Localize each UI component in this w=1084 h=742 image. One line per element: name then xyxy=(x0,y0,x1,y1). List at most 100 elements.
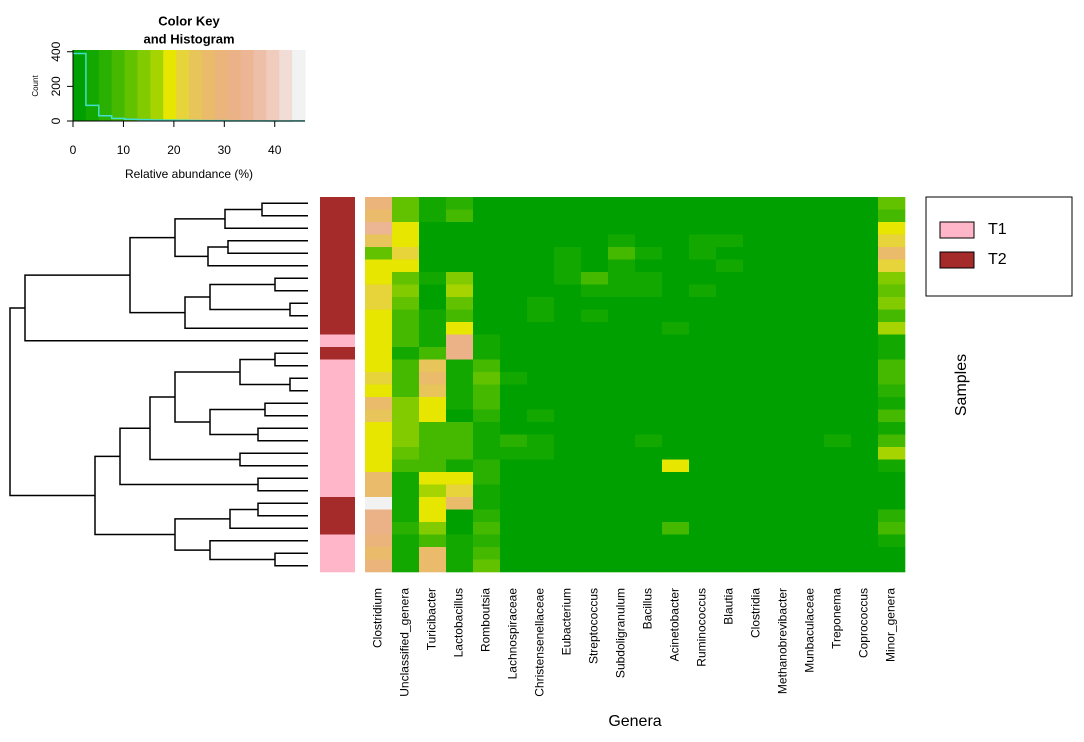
heatmap-cell xyxy=(635,522,663,535)
heatmap-cell xyxy=(824,372,852,385)
heatmap-cell xyxy=(851,359,879,373)
heatmap-cell xyxy=(770,472,798,485)
x-tick-label: 10 xyxy=(117,143,131,157)
heatmap-cell xyxy=(581,222,609,235)
group-bar xyxy=(320,522,355,535)
heatmap-cell xyxy=(527,534,555,548)
heatmap-cell xyxy=(473,522,501,535)
heatmap-cell xyxy=(770,259,798,273)
heatmap-cell xyxy=(716,509,744,523)
heatmap-cell xyxy=(419,522,447,535)
heatmap-cell xyxy=(716,347,744,360)
heatmap-cell xyxy=(554,359,582,373)
group-bar xyxy=(320,222,355,235)
heatmap-cell xyxy=(635,434,663,448)
heatmap-cell xyxy=(419,297,447,310)
heatmap-cell xyxy=(608,509,636,523)
heatmap-cell xyxy=(716,259,744,273)
heatmap-cell xyxy=(365,447,393,460)
heatmap-cell xyxy=(473,322,501,335)
heatmap-cell xyxy=(608,384,636,398)
heatmap-cell xyxy=(500,497,528,510)
heatmap-cell xyxy=(635,222,663,235)
heatmap-cell xyxy=(392,372,420,385)
heatmap-cell xyxy=(851,297,879,310)
heatmap-cell xyxy=(716,247,744,260)
key-y-label: Count xyxy=(31,75,40,97)
heatmap-cell xyxy=(446,297,474,310)
heatmap-cell xyxy=(527,447,555,460)
group-bar xyxy=(320,234,355,248)
heatmap-cell xyxy=(662,197,690,210)
heatmap-cell xyxy=(446,484,474,498)
heatmap-cell xyxy=(473,247,501,260)
heatmap-cell xyxy=(473,397,501,410)
heatmap-cell xyxy=(878,347,906,360)
heatmap-cell xyxy=(419,434,447,448)
heatmap-cell xyxy=(608,372,636,385)
x-tick-label: Unclassified_genera xyxy=(398,588,412,697)
group-bar xyxy=(320,547,355,560)
heatmap-cell xyxy=(554,472,582,485)
heatmap-cell xyxy=(527,334,555,348)
heatmap-cell xyxy=(797,409,825,423)
heatmap-cell xyxy=(473,209,501,223)
heatmap-cell xyxy=(581,509,609,523)
heatmap-cell xyxy=(446,522,474,535)
heatmap-cell xyxy=(392,359,420,373)
heatmap-cell xyxy=(635,384,663,398)
heatmap-cell xyxy=(554,409,582,423)
heatmap-cell xyxy=(608,284,636,298)
heatmap-cell xyxy=(473,409,501,423)
heatmap-cell xyxy=(365,522,393,535)
heatmap-cell xyxy=(662,284,690,298)
heatmap-cell xyxy=(851,372,879,385)
heatmap-cell xyxy=(365,334,393,348)
key-bin xyxy=(137,50,151,121)
heatmap-cell xyxy=(635,447,663,460)
x-tick-label: Munbaculaceae xyxy=(803,588,817,673)
heatmap-cell xyxy=(446,459,474,473)
key-bin xyxy=(214,50,229,121)
heatmap-cell xyxy=(500,284,528,298)
heatmap-cell xyxy=(851,284,879,298)
x-tick-label: Clostridia xyxy=(749,588,763,638)
heatmap-cell xyxy=(689,322,717,335)
heatmap-cell xyxy=(689,497,717,510)
heatmap-cell xyxy=(554,422,582,435)
heatmap-cell xyxy=(500,509,528,523)
heatmap-cell xyxy=(743,497,771,510)
x-tick-label: Blautia xyxy=(722,588,736,625)
heatmap-cell xyxy=(392,497,420,510)
heatmap-cell xyxy=(689,372,717,385)
heatmap-cell xyxy=(851,347,879,360)
y-tick-label: 400 xyxy=(49,41,63,61)
heatmap-cell xyxy=(473,472,501,485)
heatmap-cell xyxy=(500,447,528,460)
heatmap-cell xyxy=(878,409,906,423)
heatmap-cell xyxy=(689,297,717,310)
heatmap-cell xyxy=(527,422,555,435)
heatmap-cell xyxy=(797,447,825,460)
heatmap-cell xyxy=(797,509,825,523)
heatmap-cell xyxy=(608,459,636,473)
legend-label: T2 xyxy=(988,251,1007,268)
heatmap-cell xyxy=(500,547,528,560)
heatmap-cell xyxy=(392,222,420,235)
heatmap-cell xyxy=(635,297,663,310)
heatmap-cell xyxy=(797,497,825,510)
heatmap-cell xyxy=(473,259,501,273)
heatmap-cell xyxy=(716,422,744,435)
heatmap-cell xyxy=(581,209,609,223)
heatmap-cell xyxy=(743,359,771,373)
heatmap-cell xyxy=(473,284,501,298)
heatmap-cell xyxy=(365,397,393,410)
heatmap-cell xyxy=(797,234,825,248)
heatmap-cell xyxy=(527,309,555,323)
heatmap-cell xyxy=(878,272,906,285)
heatmap-cell xyxy=(635,209,663,223)
heatmap-cell xyxy=(419,234,447,248)
heatmap-cell xyxy=(797,534,825,548)
heatmap-cell xyxy=(635,322,663,335)
heatmap-cell xyxy=(851,397,879,410)
